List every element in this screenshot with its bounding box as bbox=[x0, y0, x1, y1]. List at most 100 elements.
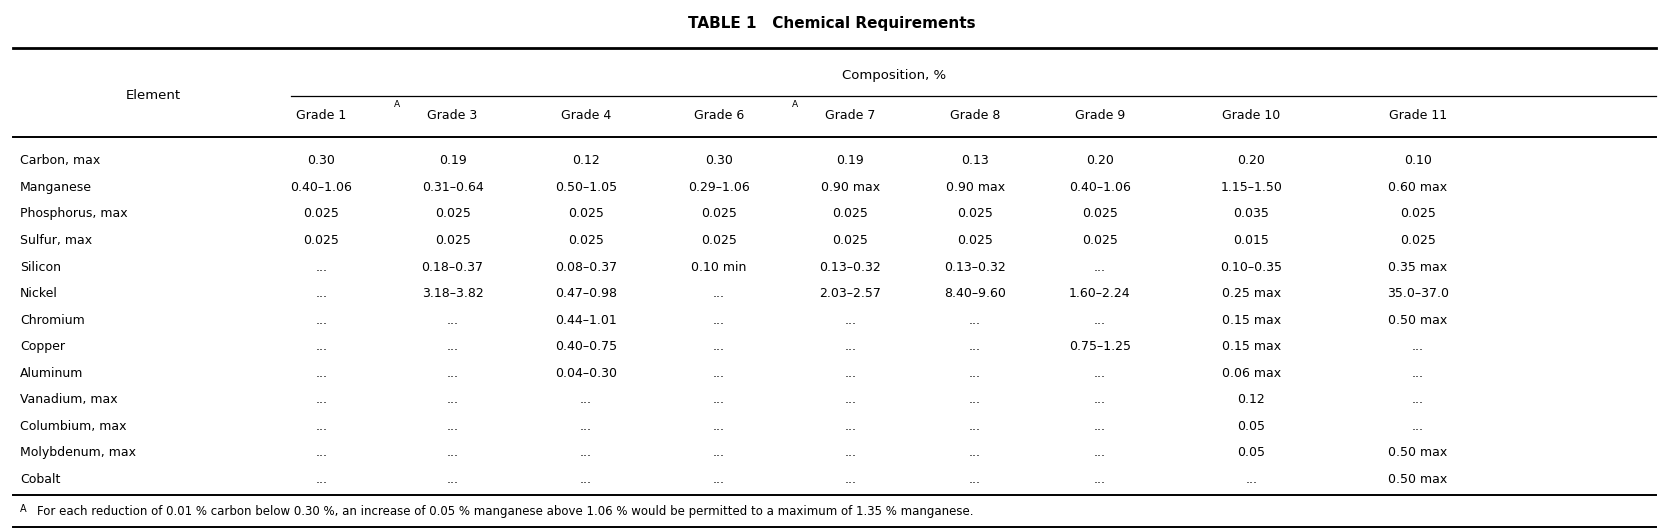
Text: ...: ... bbox=[1093, 261, 1107, 273]
Text: ...: ... bbox=[844, 447, 857, 459]
Text: ...: ... bbox=[712, 473, 726, 486]
Text: Grade 11: Grade 11 bbox=[1389, 109, 1446, 122]
Text: ...: ... bbox=[1093, 314, 1107, 327]
Text: 0.025: 0.025 bbox=[832, 208, 869, 220]
Text: 0.60 max: 0.60 max bbox=[1388, 181, 1448, 194]
Text: Aluminum: Aluminum bbox=[20, 367, 83, 380]
Text: For each reduction of 0.01 % carbon below 0.30 %, an increase of 0.05 % manganes: For each reduction of 0.01 % carbon belo… bbox=[37, 506, 973, 518]
Text: Grade 3: Grade 3 bbox=[428, 109, 478, 122]
Text: 0.40–0.75: 0.40–0.75 bbox=[554, 340, 617, 353]
Text: 0.12: 0.12 bbox=[1238, 393, 1265, 406]
Text: 0.025: 0.025 bbox=[957, 234, 993, 247]
Text: Composition, %: Composition, % bbox=[842, 69, 947, 82]
Text: ...: ... bbox=[844, 314, 857, 327]
Text: TABLE 1   Chemical Requirements: TABLE 1 Chemical Requirements bbox=[689, 16, 975, 31]
Text: 0.025: 0.025 bbox=[1082, 208, 1118, 220]
Text: 0.025: 0.025 bbox=[1399, 208, 1436, 220]
Text: Manganese: Manganese bbox=[20, 181, 92, 194]
Text: ...: ... bbox=[1411, 420, 1424, 433]
Text: 0.40–1.06: 0.40–1.06 bbox=[290, 181, 353, 194]
Text: 0.10–0.35: 0.10–0.35 bbox=[1220, 261, 1283, 273]
Text: 0.025: 0.025 bbox=[1082, 234, 1118, 247]
Text: ...: ... bbox=[1411, 367, 1424, 380]
Text: ...: ... bbox=[968, 367, 982, 380]
Text: 0.025: 0.025 bbox=[1399, 234, 1436, 247]
Text: 0.10 min: 0.10 min bbox=[691, 261, 747, 273]
Text: ...: ... bbox=[314, 447, 328, 459]
Text: ...: ... bbox=[1245, 473, 1258, 486]
Text: ...: ... bbox=[579, 393, 592, 406]
Text: Carbon, max: Carbon, max bbox=[20, 155, 100, 167]
Text: ...: ... bbox=[314, 420, 328, 433]
Text: 0.025: 0.025 bbox=[957, 208, 993, 220]
Text: Vanadium, max: Vanadium, max bbox=[20, 393, 118, 406]
Text: 0.75–1.25: 0.75–1.25 bbox=[1068, 340, 1132, 353]
Text: ...: ... bbox=[968, 393, 982, 406]
Text: 0.025: 0.025 bbox=[701, 234, 737, 247]
Text: ...: ... bbox=[314, 261, 328, 273]
Text: ...: ... bbox=[446, 420, 459, 433]
Text: ...: ... bbox=[446, 340, 459, 353]
Text: 0.025: 0.025 bbox=[434, 234, 471, 247]
Text: ...: ... bbox=[579, 447, 592, 459]
Text: 0.025: 0.025 bbox=[434, 208, 471, 220]
Text: Molybdenum, max: Molybdenum, max bbox=[20, 447, 136, 459]
Text: 0.13–0.32: 0.13–0.32 bbox=[819, 261, 882, 273]
Text: 0.12: 0.12 bbox=[572, 155, 599, 167]
Text: 0.31–0.64: 0.31–0.64 bbox=[421, 181, 484, 194]
Text: ...: ... bbox=[314, 367, 328, 380]
Text: ...: ... bbox=[579, 420, 592, 433]
Text: ...: ... bbox=[314, 393, 328, 406]
Text: 0.50 max: 0.50 max bbox=[1388, 473, 1448, 486]
Text: 0.50 max: 0.50 max bbox=[1388, 447, 1448, 459]
Text: ...: ... bbox=[1093, 473, 1107, 486]
Text: 1.15–1.50: 1.15–1.50 bbox=[1220, 181, 1283, 194]
Text: ...: ... bbox=[1093, 367, 1107, 380]
Text: ...: ... bbox=[579, 473, 592, 486]
Text: ...: ... bbox=[1093, 420, 1107, 433]
Text: Grade 6: Grade 6 bbox=[694, 109, 744, 122]
Text: ...: ... bbox=[968, 340, 982, 353]
Text: Columbium, max: Columbium, max bbox=[20, 420, 126, 433]
Text: 8.40–9.60: 8.40–9.60 bbox=[943, 287, 1007, 300]
Text: 0.13: 0.13 bbox=[962, 155, 988, 167]
Text: 0.30: 0.30 bbox=[308, 155, 334, 167]
Text: 0.20: 0.20 bbox=[1087, 155, 1113, 167]
Text: 0.50 max: 0.50 max bbox=[1388, 314, 1448, 327]
Text: ...: ... bbox=[844, 420, 857, 433]
Text: 0.19: 0.19 bbox=[837, 155, 864, 167]
Text: 0.025: 0.025 bbox=[303, 234, 339, 247]
Text: 0.025: 0.025 bbox=[567, 234, 604, 247]
Text: Element: Element bbox=[125, 89, 181, 102]
Text: ...: ... bbox=[712, 314, 726, 327]
Text: 0.015: 0.015 bbox=[1233, 234, 1270, 247]
Text: 3.18–3.82: 3.18–3.82 bbox=[421, 287, 484, 300]
Text: A: A bbox=[20, 504, 27, 514]
Text: ...: ... bbox=[446, 367, 459, 380]
Text: Grade 9: Grade 9 bbox=[1075, 109, 1125, 122]
Text: 0.035: 0.035 bbox=[1233, 208, 1270, 220]
Text: 0.40–1.06: 0.40–1.06 bbox=[1068, 181, 1132, 194]
Text: 0.29–1.06: 0.29–1.06 bbox=[687, 181, 750, 194]
Text: ...: ... bbox=[712, 447, 726, 459]
Text: 0.18–0.37: 0.18–0.37 bbox=[421, 261, 484, 273]
Text: 0.15 max: 0.15 max bbox=[1221, 314, 1281, 327]
Text: ...: ... bbox=[314, 473, 328, 486]
Text: Grade 1: Grade 1 bbox=[296, 109, 346, 122]
Text: 0.25 max: 0.25 max bbox=[1221, 287, 1281, 300]
Text: Silicon: Silicon bbox=[20, 261, 62, 273]
Text: 0.08–0.37: 0.08–0.37 bbox=[554, 261, 617, 273]
Text: 0.30: 0.30 bbox=[706, 155, 732, 167]
Text: Cobalt: Cobalt bbox=[20, 473, 60, 486]
Text: ...: ... bbox=[968, 420, 982, 433]
Text: 0.50–1.05: 0.50–1.05 bbox=[554, 181, 617, 194]
Text: Phosphorus, max: Phosphorus, max bbox=[20, 208, 128, 220]
Text: ...: ... bbox=[1093, 447, 1107, 459]
Text: ...: ... bbox=[968, 447, 982, 459]
Text: ...: ... bbox=[712, 287, 726, 300]
Text: A: A bbox=[792, 100, 799, 109]
Text: 0.47–0.98: 0.47–0.98 bbox=[554, 287, 617, 300]
Text: ...: ... bbox=[712, 367, 726, 380]
Text: 0.06 max: 0.06 max bbox=[1221, 367, 1281, 380]
Text: Nickel: Nickel bbox=[20, 287, 58, 300]
